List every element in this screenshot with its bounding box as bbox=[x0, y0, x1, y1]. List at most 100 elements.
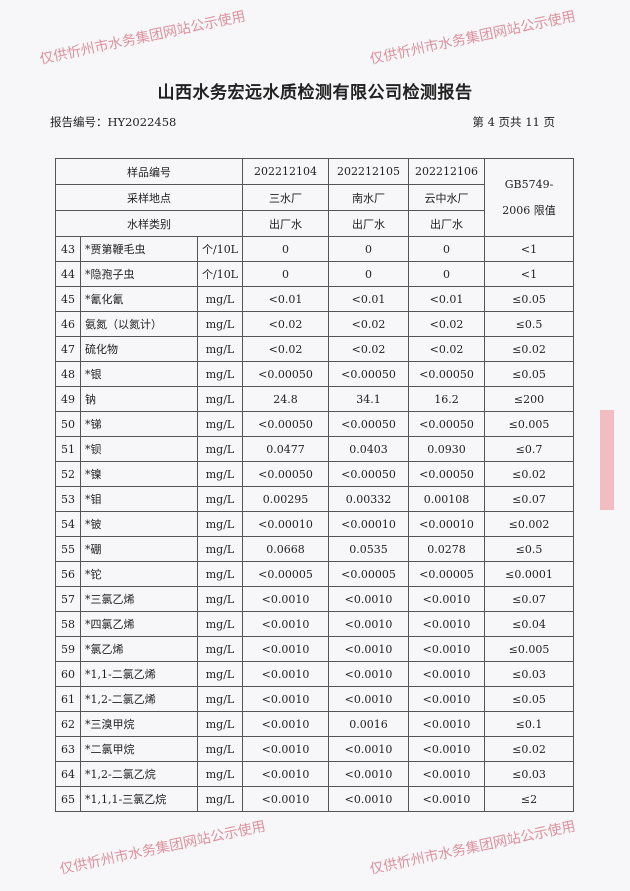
result-3: <0.00050 bbox=[408, 361, 485, 387]
result-3: <0.0010 bbox=[408, 611, 485, 637]
watermark: 仅供忻州市水务集团网站公示使用 bbox=[368, 818, 578, 878]
result-2: <0.01 bbox=[328, 286, 409, 312]
result-2: <0.00050 bbox=[328, 461, 409, 487]
header-row-sample-no: 样品编号 202212104 202212105 202212106 GB574… bbox=[55, 158, 574, 237]
item-name: *1,1-二氯乙烯 bbox=[80, 661, 198, 687]
unit: 个/10L bbox=[197, 261, 243, 287]
result-2: 0.00332 bbox=[328, 486, 409, 512]
table-row: 44 *隐孢子虫 个/10L 0 0 0 <1 bbox=[55, 261, 574, 287]
limit: ≤0.002 bbox=[484, 511, 574, 537]
header-row-site: 采样地点 三水厂 南水厂 云中水厂 bbox=[55, 184, 574, 211]
unit: mg/L bbox=[197, 711, 243, 737]
result-1: 0.00295 bbox=[242, 486, 329, 512]
unit: mg/L bbox=[197, 561, 243, 587]
item-number: 58 bbox=[55, 611, 81, 637]
result-2: <0.00010 bbox=[328, 511, 409, 537]
limit: ≤0.02 bbox=[484, 736, 574, 762]
table-row: 53 *钼 mg/L 0.00295 0.00332 0.00108 ≤0.07 bbox=[55, 486, 574, 512]
table-row: 52 *镍 mg/L <0.00050 <0.00050 <0.00050 ≤0.02 bbox=[55, 461, 574, 487]
unit: mg/L bbox=[197, 486, 243, 512]
result-1: <0.00050 bbox=[242, 461, 329, 487]
result-3: 0 bbox=[408, 236, 485, 262]
item-number: 65 bbox=[55, 786, 81, 812]
result-1: <0.00010 bbox=[242, 511, 329, 537]
item-name: *硼 bbox=[80, 536, 198, 562]
limit: ≤0.03 bbox=[484, 661, 574, 687]
sample-no: 202212106 bbox=[408, 158, 485, 185]
item-name: *贾第鞭毛虫 bbox=[80, 236, 198, 262]
unit: mg/L bbox=[197, 761, 243, 787]
item-name: 硫化物 bbox=[80, 336, 198, 362]
result-2: <0.02 bbox=[328, 311, 409, 337]
item-name: *镍 bbox=[80, 461, 198, 487]
result-2: <0.00050 bbox=[328, 361, 409, 387]
item-name: *三氯乙烯 bbox=[80, 586, 198, 612]
table-row: 43 *贾第鞭毛虫 个/10L 0 0 0 <1 bbox=[55, 236, 574, 262]
item-name: *氯乙烯 bbox=[80, 636, 198, 662]
item-number: 59 bbox=[55, 636, 81, 662]
table-row: 54 *铍 mg/L <0.00010 <0.00010 <0.00010 ≤0.002 bbox=[55, 511, 574, 537]
unit: mg/L bbox=[197, 311, 243, 337]
unit: mg/L bbox=[197, 586, 243, 612]
table-row: 65 *1,1,1-三氯乙烷 mg/L <0.0010 <0.0010 <0.0010 ≤2 bbox=[55, 786, 574, 812]
result-2: 0 bbox=[328, 261, 409, 287]
result-2: 0 bbox=[328, 236, 409, 262]
report-number: 报告编号：HY2022458 bbox=[50, 115, 177, 129]
sample-no: 202212104 bbox=[242, 158, 329, 185]
item-number: 43 bbox=[55, 236, 81, 262]
result-2: <0.0010 bbox=[328, 686, 409, 712]
watermark: 仅供忻州市水务集团网站公示使用 bbox=[38, 8, 248, 68]
unit: mg/L bbox=[197, 411, 243, 437]
item-name: *1,2-二氯乙烯 bbox=[80, 686, 198, 712]
result-3: <0.00010 bbox=[408, 511, 485, 537]
result-3: <0.00005 bbox=[408, 561, 485, 587]
item-name: *四氯乙烯 bbox=[80, 611, 198, 637]
item-name: *铍 bbox=[80, 511, 198, 537]
result-3: <0.0010 bbox=[408, 661, 485, 687]
item-name: 氨氮（以氮计） bbox=[80, 311, 198, 337]
limit: ≤0.05 bbox=[484, 286, 574, 312]
table-row: 63 *二氯甲烷 mg/L <0.0010 <0.0010 <0.0010 ≤0.02 bbox=[55, 736, 574, 762]
table-row: 56 *铊 mg/L <0.00005 <0.00005 <0.00005 ≤0.0001 bbox=[55, 561, 574, 587]
result-2: 34.1 bbox=[328, 386, 409, 412]
table-row: 47 硫化物 mg/L <0.02 <0.02 <0.02 ≤0.02 bbox=[55, 336, 574, 362]
item-number: 56 bbox=[55, 561, 81, 587]
table-row: 46 氨氮（以氮计） mg/L <0.02 <0.02 <0.02 ≤0.5 bbox=[55, 311, 574, 337]
limit: ≤0.02 bbox=[484, 336, 574, 362]
result-1: <0.0010 bbox=[242, 636, 329, 662]
limit: ≤0.07 bbox=[484, 486, 574, 512]
result-3: <0.0010 bbox=[408, 711, 485, 737]
result-1: <0.00050 bbox=[242, 361, 329, 387]
item-number: 64 bbox=[55, 761, 81, 787]
watermark: 仅供忻州市水务集团网站公示使用 bbox=[368, 8, 578, 68]
result-2: <0.00050 bbox=[328, 411, 409, 437]
result-2: <0.0010 bbox=[328, 586, 409, 612]
unit: mg/L bbox=[197, 786, 243, 812]
result-2: <0.0010 bbox=[328, 786, 409, 812]
limit-header: GB5749-2006 限值 bbox=[484, 158, 574, 237]
result-2: <0.00005 bbox=[328, 561, 409, 587]
item-number: 53 bbox=[55, 486, 81, 512]
unit: mg/L bbox=[197, 536, 243, 562]
item-number: 44 bbox=[55, 261, 81, 287]
unit: mg/L bbox=[197, 336, 243, 362]
item-number: 62 bbox=[55, 711, 81, 737]
result-1: <0.0010 bbox=[242, 786, 329, 812]
result-3: <0.02 bbox=[408, 311, 485, 337]
result-1: 0.0477 bbox=[242, 436, 329, 462]
table-row: 64 *1,2-二氯乙烷 mg/L <0.0010 <0.0010 <0.0010 ≤0.0… bbox=[55, 761, 574, 787]
item-number: 46 bbox=[55, 311, 81, 337]
page-number: 第 4 页共 11 页 bbox=[472, 115, 555, 129]
result-2: <0.0010 bbox=[328, 736, 409, 762]
limit: ≤0.005 bbox=[484, 636, 574, 662]
result-2: <0.02 bbox=[328, 336, 409, 362]
table-row: 57 *三氯乙烯 mg/L <0.0010 <0.0010 <0.0010 ≤0.07 bbox=[55, 586, 574, 612]
result-3: 0.0278 bbox=[408, 536, 485, 562]
item-name: *钡 bbox=[80, 436, 198, 462]
item-name: *氰化氰 bbox=[80, 286, 198, 312]
result-3: <0.01 bbox=[408, 286, 485, 312]
limit: ≤0.05 bbox=[484, 686, 574, 712]
result-3: <0.0010 bbox=[408, 736, 485, 762]
table-row: 61 *1,2-二氯乙烯 mg/L <0.0010 <0.0010 <0.0010 ≤0.0… bbox=[55, 686, 574, 712]
water-type: 出厂水 bbox=[408, 210, 485, 237]
